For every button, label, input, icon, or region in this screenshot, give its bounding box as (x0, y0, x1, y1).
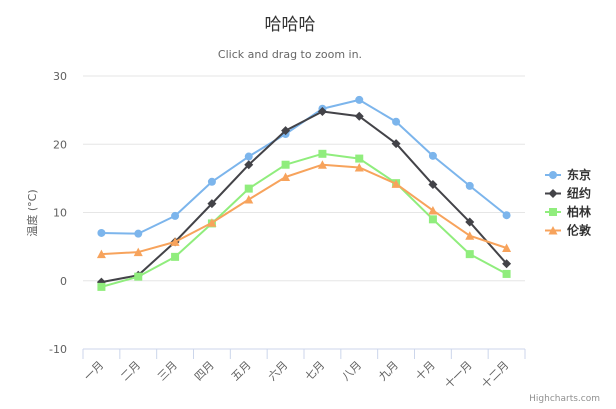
data-point[interactable] (354, 111, 364, 121)
series-1[interactable] (96, 106, 512, 287)
data-point[interactable] (207, 177, 216, 186)
x-tick-label: 七月 (303, 359, 328, 384)
credits-link[interactable]: Highcharts.com (529, 394, 600, 404)
y-tick-label: 20 (53, 138, 67, 151)
x-tick-label: 五月 (229, 359, 254, 384)
y-tick-label: -10 (49, 343, 67, 356)
legend-symbol[interactable] (549, 208, 557, 216)
legend-symbol[interactable] (548, 189, 558, 198)
data-point[interactable] (96, 249, 106, 259)
legend-item[interactable]: 纽约 (545, 186, 591, 201)
x-tick-label: 六月 (266, 359, 291, 384)
data-point[interactable] (502, 269, 511, 278)
x-tick-label: 十一月 (441, 358, 474, 391)
x-tick-label: 十二月 (478, 358, 511, 391)
data-point[interactable] (317, 106, 327, 116)
legend-item[interactable]: 柏林 (545, 204, 591, 219)
data-point[interactable] (354, 162, 364, 172)
data-point[interactable] (134, 229, 143, 238)
data-point[interactable] (207, 199, 217, 209)
x-axis: 一月 二月 三月 四月 五月 六月 七月 八月 九月 十月 十一月 十二月 (82, 348, 526, 391)
x-tick-label: 一月 (82, 359, 107, 384)
data-point[interactable] (391, 139, 401, 149)
y-axis-ticks: -10 0 10 20 30 (49, 70, 67, 356)
data-point[interactable] (244, 184, 253, 193)
series-line[interactable] (101, 163, 507, 256)
data-point[interactable] (170, 237, 180, 246)
data-point[interactable] (355, 154, 364, 163)
data-point[interactable] (428, 151, 437, 160)
y-tick-label: 0 (60, 275, 67, 288)
legend-label[interactable]: 伦敦 (567, 223, 592, 238)
x-tick-label: 十月 (412, 358, 437, 383)
data-point[interactable] (391, 179, 401, 188)
data-point[interactable] (392, 117, 401, 126)
data-point[interactable] (97, 282, 106, 291)
data-point[interactable] (502, 259, 512, 269)
data-point[interactable] (465, 217, 475, 227)
legend-label[interactable]: 东京 (567, 167, 591, 182)
data-point[interactable] (355, 95, 364, 104)
data-point[interactable] (428, 215, 437, 224)
x-tick-label: 四月 (192, 359, 217, 384)
series-line[interactable] (101, 110, 508, 284)
x-tick-label: 二月 (118, 359, 143, 384)
data-point[interactable] (281, 160, 290, 169)
data-point[interactable] (171, 252, 180, 261)
data-point[interactable] (171, 211, 180, 220)
y-tick-label: 30 (53, 70, 67, 83)
x-tick-label: 八月 (339, 359, 364, 384)
x-tick-label: 三月 (155, 359, 180, 384)
data-point[interactable] (502, 211, 511, 220)
data-point[interactable] (428, 180, 438, 190)
data-point[interactable] (244, 152, 253, 161)
series-group[interactable] (96, 95, 512, 291)
data-point[interactable] (97, 228, 106, 237)
y-tick-label: 10 (53, 207, 67, 220)
grid-lines (83, 75, 525, 282)
data-point[interactable] (317, 160, 327, 169)
data-point[interactable] (244, 160, 254, 170)
chart-subtitle: Click and drag to zoom in. (218, 48, 362, 61)
chart-title: 哈哈哈 (265, 15, 316, 35)
legend-symbol[interactable] (548, 226, 558, 235)
data-point[interactable] (465, 181, 474, 190)
data-point[interactable] (465, 250, 474, 259)
series-line[interactable] (101, 152, 508, 288)
legend-item[interactable]: 伦敦 (545, 223, 592, 238)
data-point[interactable] (281, 172, 291, 182)
legend-symbol[interactable] (549, 171, 557, 179)
data-point[interactable] (318, 149, 327, 158)
data-point[interactable] (134, 272, 143, 281)
data-point[interactable] (207, 218, 217, 227)
y-axis-title: 温度 (°C) (25, 189, 39, 236)
legend-item[interactable]: 东京 (545, 167, 591, 182)
data-point[interactable] (502, 243, 512, 252)
data-point[interactable] (133, 247, 143, 257)
data-point[interactable] (465, 231, 475, 240)
x-tick-label: 九月 (376, 359, 401, 384)
data-point[interactable] (244, 195, 254, 204)
legend-label[interactable]: 柏林 (567, 204, 591, 219)
data-point[interactable] (428, 205, 438, 215)
series-0[interactable] (97, 95, 511, 238)
series-3[interactable] (96, 160, 512, 259)
data-point[interactable] (281, 126, 291, 136)
legend-label[interactable]: 纽约 (567, 186, 591, 201)
